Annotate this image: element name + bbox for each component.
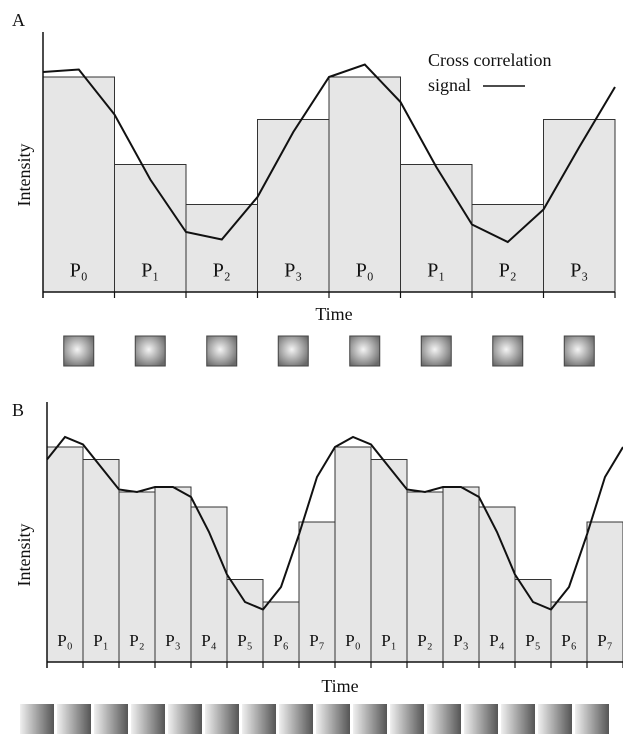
thumbnail: [277, 335, 309, 367]
y-axis-label: Intensity: [14, 144, 34, 207]
bar: [328, 76, 401, 293]
thumbnail: [575, 704, 609, 734]
bar-label: P₃: [570, 260, 588, 282]
bar-label: P₃: [453, 631, 468, 650]
thumbnail: [63, 335, 95, 367]
x-axis-label: Time: [321, 676, 358, 696]
thumbnail: [349, 335, 381, 367]
bar: [46, 446, 84, 663]
thumbnail: [94, 704, 128, 734]
bar-label: P₇: [309, 631, 324, 650]
bar-label: P₁: [427, 260, 445, 282]
bar-label: P₂: [129, 631, 144, 650]
bar-label: P₁: [381, 631, 396, 650]
bar: [154, 486, 192, 663]
x-axis-label: Time: [315, 304, 352, 324]
thumbnail: [131, 704, 165, 734]
bar-label: P₀: [57, 631, 72, 650]
bar: [514, 579, 552, 663]
y-axis-label: Intensity: [14, 524, 34, 587]
bar-label: P₄: [201, 631, 216, 650]
bar-label: P₂: [213, 260, 231, 282]
curve: [46, 435, 623, 611]
bar: [257, 119, 330, 293]
thumbnail: [390, 704, 424, 734]
bar-label: P₀: [70, 260, 88, 282]
thumbnail: [316, 704, 350, 734]
bar-label: P₃: [284, 260, 302, 282]
thumbnail: [134, 335, 166, 367]
bar: [82, 459, 120, 663]
thumbnail: [563, 335, 595, 367]
bar: [400, 164, 473, 293]
thumbnail: [20, 704, 54, 734]
bar-label: P₆: [561, 631, 576, 650]
bar-label: P₂: [417, 631, 432, 650]
bar: [406, 491, 444, 663]
bar-label: P₆: [273, 631, 288, 650]
bar: [42, 76, 115, 293]
thumbnail: [206, 335, 238, 367]
bar: [334, 446, 372, 663]
bar: [370, 459, 408, 663]
bar: [185, 204, 258, 293]
thumbnail: [279, 704, 313, 734]
bar-label: P₁: [93, 631, 108, 650]
bar: [118, 491, 156, 663]
bar: [442, 486, 480, 663]
thumbnail: [427, 704, 461, 734]
thumbnail: [464, 704, 498, 734]
bar-label: P₀: [356, 260, 374, 282]
bar-label: P₁: [141, 260, 159, 282]
bar-label: P₇: [597, 631, 612, 650]
bar: [586, 521, 623, 663]
bar-label: P₃: [165, 631, 180, 650]
thumbnail: [492, 335, 524, 367]
thumbnail: [501, 704, 535, 734]
bar-label: P₂: [499, 260, 517, 282]
bar-label: P₄: [489, 631, 504, 650]
thumbnail: [242, 704, 276, 734]
panel-label: B: [12, 400, 24, 420]
thumbnail: [353, 704, 387, 734]
annotation: signal: [428, 75, 471, 95]
thumbnail: [205, 704, 239, 734]
panel-label: A: [12, 10, 25, 30]
annotation: Cross correlation: [428, 50, 551, 70]
bar-label: P₀: [345, 631, 360, 650]
bar-label: P₅: [237, 631, 252, 650]
bar: [114, 164, 187, 293]
bar-label: P₅: [525, 631, 540, 650]
curve: [42, 63, 616, 244]
thumbnail: [538, 704, 572, 734]
thumbnail: [57, 704, 91, 734]
thumbnail: [420, 335, 452, 367]
thumbnail: [168, 704, 202, 734]
